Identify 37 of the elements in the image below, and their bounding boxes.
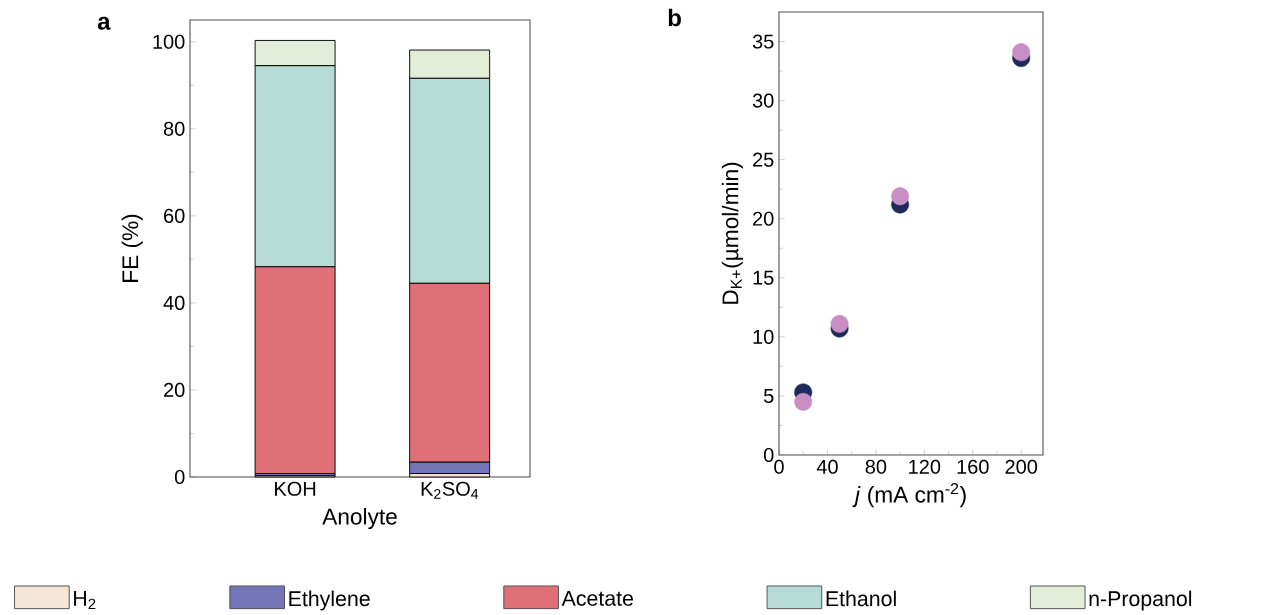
legend-label: n-Propanol bbox=[1089, 590, 1192, 611]
x-axis-title: Anolyte bbox=[322, 508, 397, 530]
point bbox=[1012, 43, 1031, 62]
chart-title: b bbox=[668, 8, 681, 27]
x-tick-label: 80 bbox=[865, 459, 887, 474]
legend-label: H$_{2}$ bbox=[74, 590, 96, 610]
y-tick-label: 80 bbox=[163, 121, 185, 136]
x-tick-label: 0 bbox=[774, 459, 784, 474]
legend-label: Acetate bbox=[561, 590, 633, 606]
point bbox=[794, 392, 813, 411]
legend-label: Ethylene bbox=[289, 590, 370, 611]
chart-title: a bbox=[97, 16, 111, 30]
y-tick-label: 10 bbox=[753, 329, 774, 344]
y-tick-label: 20 bbox=[753, 211, 774, 226]
y-tick-label: 40 bbox=[163, 295, 185, 310]
x-axis-title: j (mA cm$^{-2}$) bbox=[852, 483, 966, 508]
legend-label: Ethanol bbox=[826, 590, 896, 607]
y-tick-label: 25 bbox=[753, 152, 774, 167]
y-tick-label: 100 bbox=[153, 34, 185, 49]
x-tick-label: KOH bbox=[275, 481, 316, 496]
y-axis-title: D$_{K+}$(µmol/min) bbox=[721, 162, 743, 304]
y-tick-label: 35 bbox=[752, 34, 774, 49]
y-tick-label: 30 bbox=[752, 93, 774, 108]
x-tick-label: 120 bbox=[909, 459, 941, 474]
y-tick-label: 5 bbox=[763, 388, 774, 403]
y-tick-label: 0 bbox=[174, 469, 185, 485]
y-tick-label: 0 bbox=[763, 447, 774, 463]
x-tick-label: K$_{2}$SO$_{4}$ bbox=[421, 481, 479, 499]
x-tick-label: 40 bbox=[816, 459, 838, 474]
point bbox=[830, 314, 849, 333]
y-tick-label: 15 bbox=[753, 270, 774, 285]
y-tick-label: 60 bbox=[164, 208, 185, 223]
x-tick-label: 200 bbox=[1005, 459, 1038, 474]
point bbox=[891, 187, 910, 206]
x-tick-label: 160 bbox=[957, 459, 989, 474]
y-axis-title: FE (%) bbox=[121, 214, 143, 282]
y-tick-label: 20 bbox=[164, 382, 185, 398]
